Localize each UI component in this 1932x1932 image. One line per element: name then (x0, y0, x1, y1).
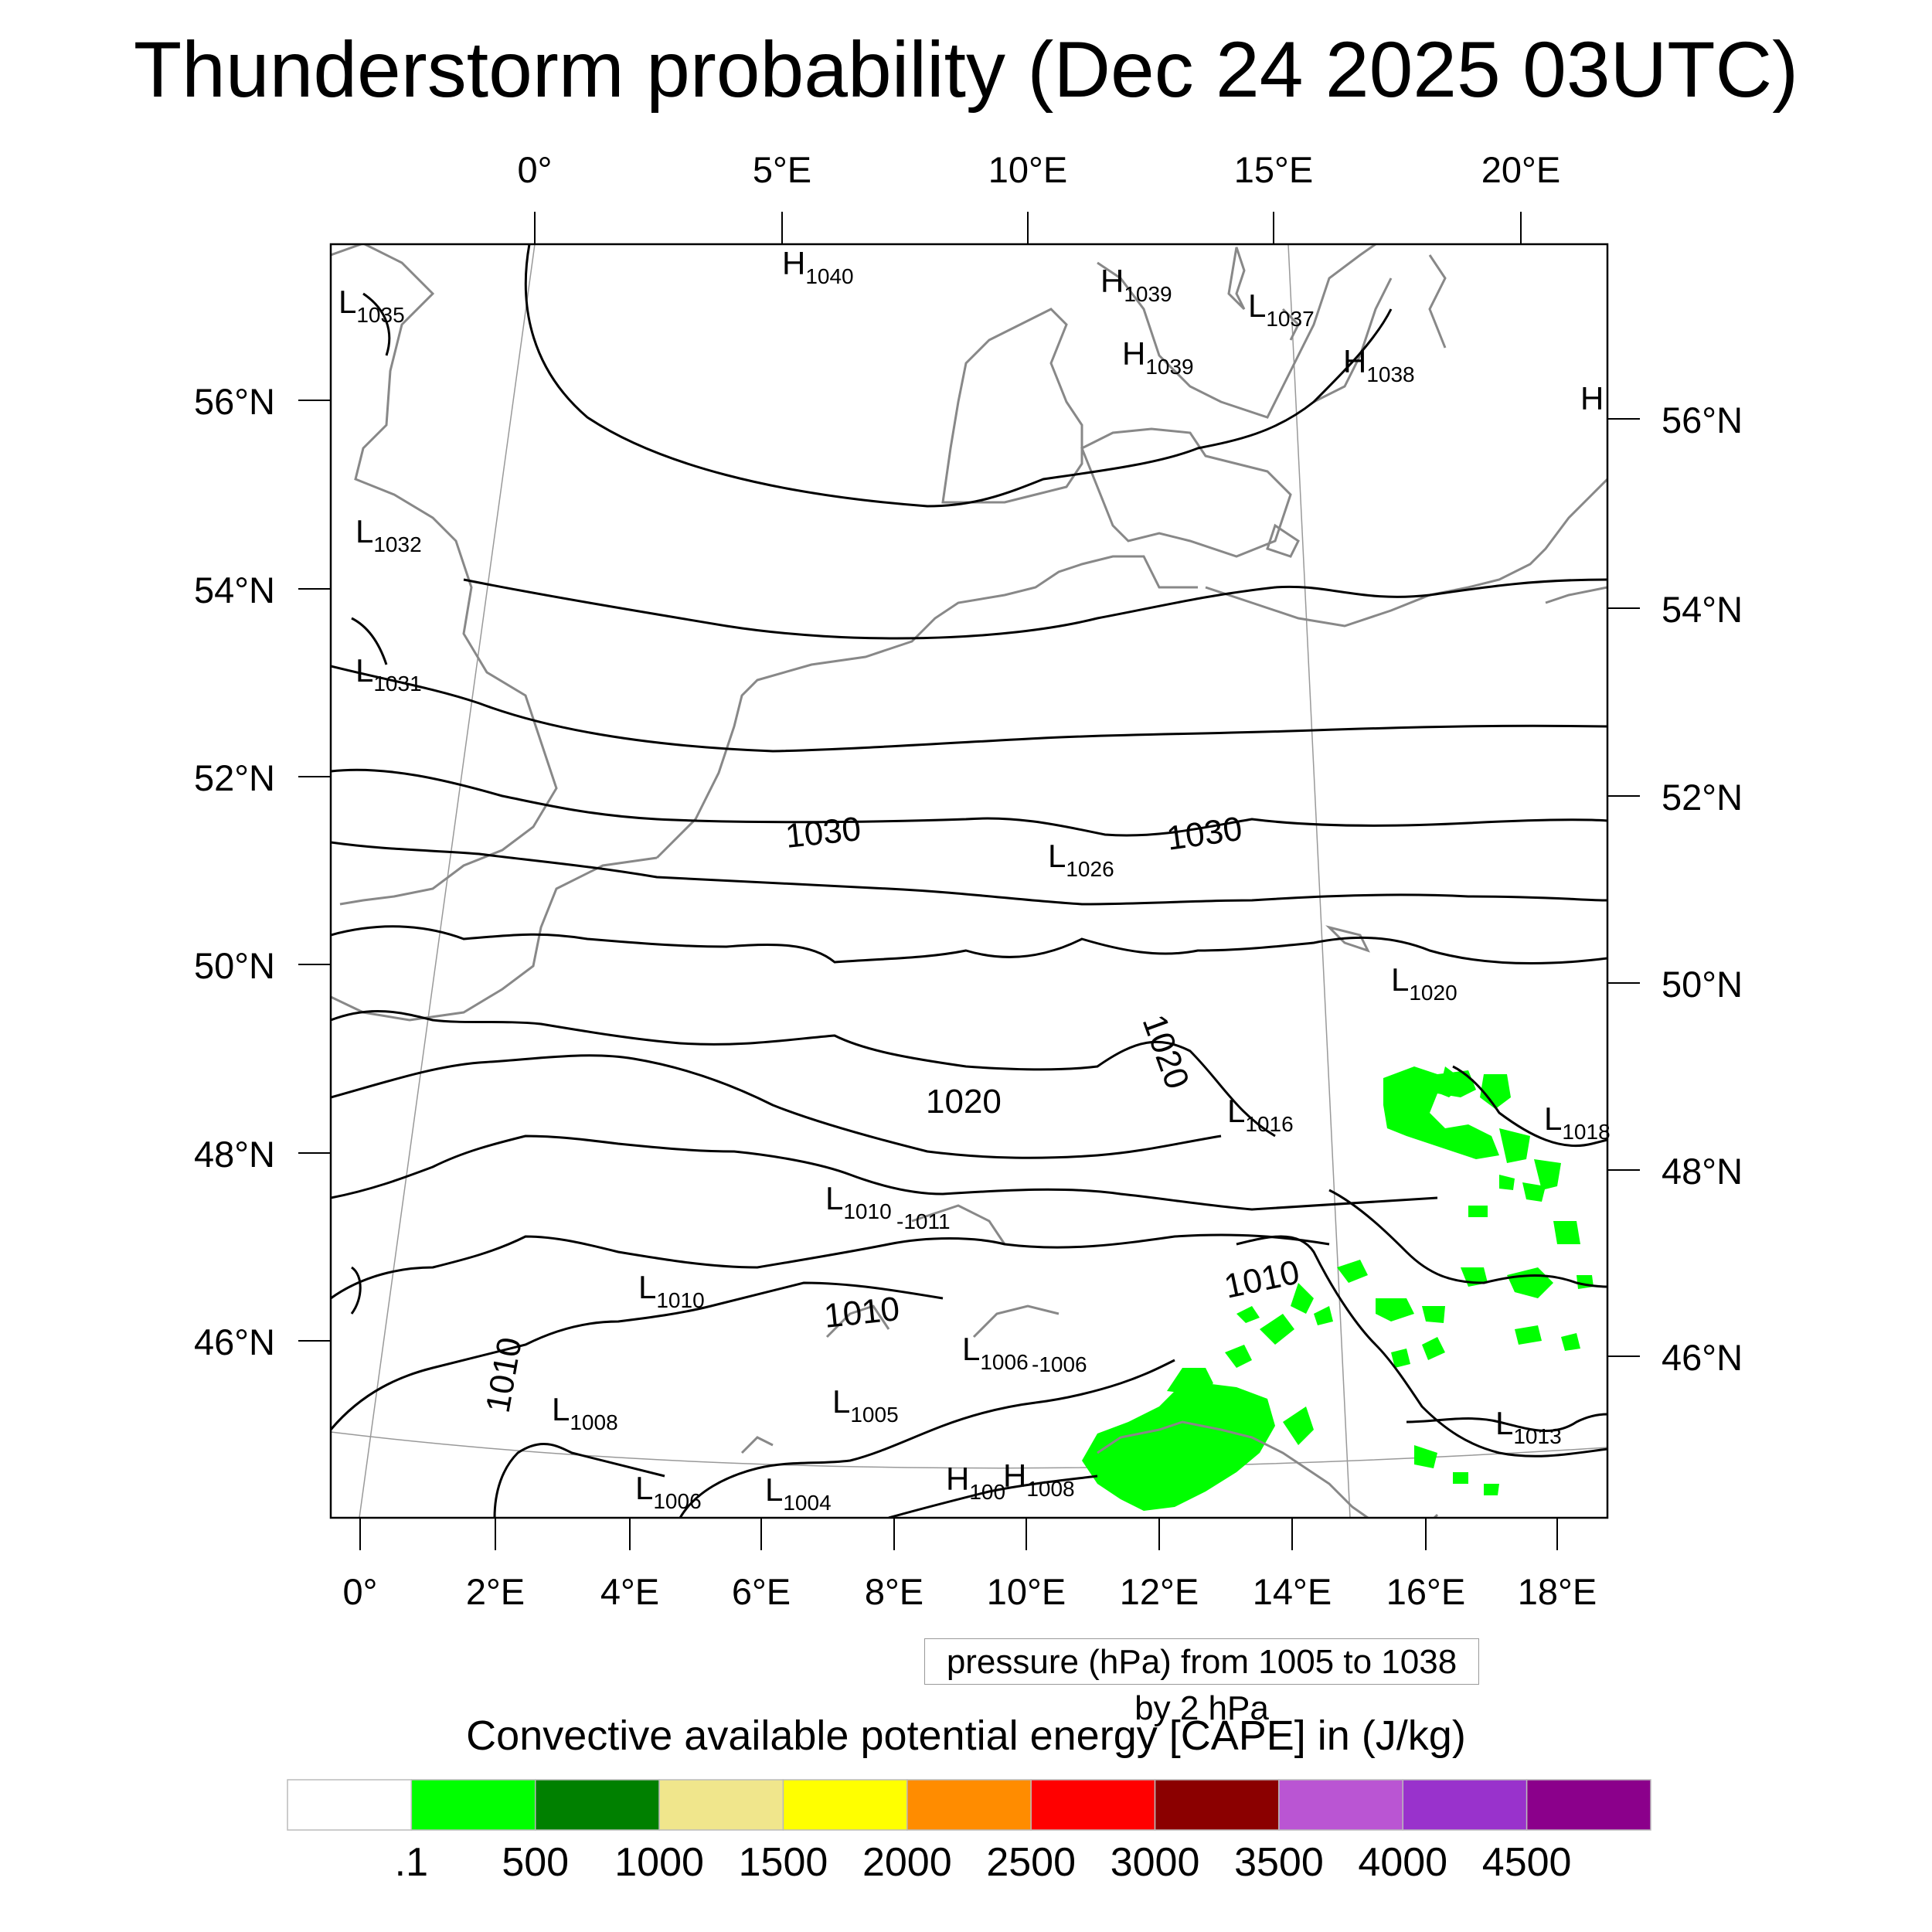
colorbar-swatch (1154, 1779, 1280, 1831)
pressure-info-box: pressure (hPa) from 1005 to 1038 by 2 hP… (924, 1638, 1479, 1727)
colorbar-tick-label: 1500 (739, 1840, 828, 1885)
bottom-lon-label: 4°E (600, 1571, 659, 1612)
bottom-lon-label: 14°E (1253, 1571, 1332, 1612)
map-title: Thunderstorm probability (Dec 24 2025 03… (133, 26, 1799, 114)
colorbar-tick-label: 500 (502, 1840, 569, 1885)
colorbar-tick-label: 3000 (1111, 1840, 1200, 1885)
right-lat-label: 56°N (1662, 400, 1743, 440)
bottom-lon-label: 12°E (1120, 1571, 1199, 1612)
isobar-label: 1030 (1165, 810, 1245, 858)
cape-colorbar (287, 1779, 1651, 1831)
pressure-center: H1040 (782, 245, 854, 288)
pressure-center: H1039 (1100, 263, 1172, 306)
pressure-center: L1013 (1495, 1405, 1562, 1448)
isobar-label: 1020 (1135, 1010, 1197, 1094)
pressure-center: -1011 (896, 1209, 951, 1233)
pressure-center: -1006 (1032, 1352, 1087, 1376)
colorbar-swatch (782, 1779, 908, 1831)
map-frame (329, 243, 1609, 1519)
bottom-lon-label: 16°E (1386, 1571, 1465, 1612)
pressure-center: L1004 (765, 1471, 832, 1515)
left-lat-label: 56°N (194, 381, 275, 422)
colorbar-swatch (1278, 1779, 1404, 1831)
bottom-lon-label: 2°E (466, 1571, 525, 1612)
isobar-label: 1010 (479, 1335, 529, 1416)
right-lat-label: 46°N (1662, 1337, 1743, 1378)
isobar-label: 1030 (784, 810, 862, 855)
pressure-center: L1016 (1227, 1093, 1294, 1136)
top-lon-label: 20°E (1481, 149, 1560, 190)
colorbar-tick-label: 2500 (986, 1840, 1076, 1885)
pressure-center: L1006 (962, 1331, 1029, 1374)
pressure-center: H (1580, 380, 1604, 417)
bottom-lon-label: 10°E (987, 1571, 1066, 1612)
top-lon-label: 5°E (753, 149, 811, 190)
pressure-center: L1032 (355, 513, 422, 556)
right-lat-label: 54°N (1662, 589, 1743, 630)
colorbar-title: Convective available potential energy [C… (466, 1713, 1466, 1759)
tick-marks (298, 212, 1640, 1550)
left-lat-label: 50°N (194, 945, 275, 986)
pressure-center: L1031 (355, 652, 422, 696)
colorbar-tick-label: 4500 (1482, 1840, 1572, 1885)
colorbar-swatch (534, 1779, 660, 1831)
colorbar-tick-label: 1000 (614, 1840, 704, 1885)
colorbar-swatch (658, 1779, 784, 1831)
pressure-center: H1008 (1003, 1458, 1075, 1501)
isobar-label: 1020 (926, 1083, 1002, 1121)
bottom-lon-label: 18°E (1518, 1571, 1597, 1612)
colorbar-tick-label: 2000 (862, 1840, 952, 1885)
left-lat-label: 52°N (194, 757, 275, 798)
colorbar-swatch (1030, 1779, 1156, 1831)
pressure-center: L1037 (1248, 287, 1315, 331)
left-lat-label: 46°N (194, 1321, 275, 1362)
bottom-lon-label: 6°E (732, 1571, 791, 1612)
pressure-center: H1039 (1122, 335, 1194, 379)
pressure-center: L1006 (635, 1470, 702, 1513)
pressure-center: L1026 (1048, 838, 1114, 881)
isobars (331, 244, 1607, 1518)
pressure-center: L1010 (825, 1180, 892, 1223)
pressure-center: L1008 (552, 1391, 618, 1434)
colorbar-swatch (410, 1779, 536, 1831)
top-lon-label: 10°E (988, 149, 1067, 190)
left-lat-label: 48°N (194, 1134, 275, 1175)
left-lat-label: 54°N (194, 570, 275, 611)
top-lon-label: 0° (518, 149, 553, 190)
isobar-label: 1010 (1221, 1253, 1303, 1305)
pressure-center: L1010 (638, 1269, 705, 1312)
bottom-lon-label: 0° (343, 1571, 378, 1612)
bottom-lon-label: 8°E (865, 1571, 923, 1612)
colorbar-tick-label: 4000 (1358, 1840, 1447, 1885)
pressure-center: H100 (946, 1461, 1005, 1504)
pressure-center: L1035 (338, 284, 405, 327)
pressure-center: H1038 (1343, 343, 1415, 386)
top-lon-label: 15°E (1234, 149, 1313, 190)
coastlines (331, 244, 1607, 1518)
colorbar-swatch (287, 1779, 413, 1831)
colorbar-tick-label: .1 (395, 1840, 428, 1885)
colorbar-swatch (906, 1779, 1032, 1831)
right-lat-label: 50°N (1662, 964, 1743, 1005)
pressure-center: L1005 (832, 1383, 899, 1427)
pressure-center: L1018 (1544, 1100, 1611, 1144)
pressure-center: L1020 (1391, 961, 1458, 1005)
colorbar-swatch (1402, 1779, 1528, 1831)
right-lat-label: 48°N (1662, 1151, 1743, 1192)
right-lat-label: 52°N (1662, 777, 1743, 818)
graticule (331, 244, 1607, 1518)
colorbar-tick-label: 3500 (1234, 1840, 1324, 1885)
isobar-label: 1010 (822, 1290, 901, 1335)
colorbar-swatch (1526, 1779, 1651, 1831)
